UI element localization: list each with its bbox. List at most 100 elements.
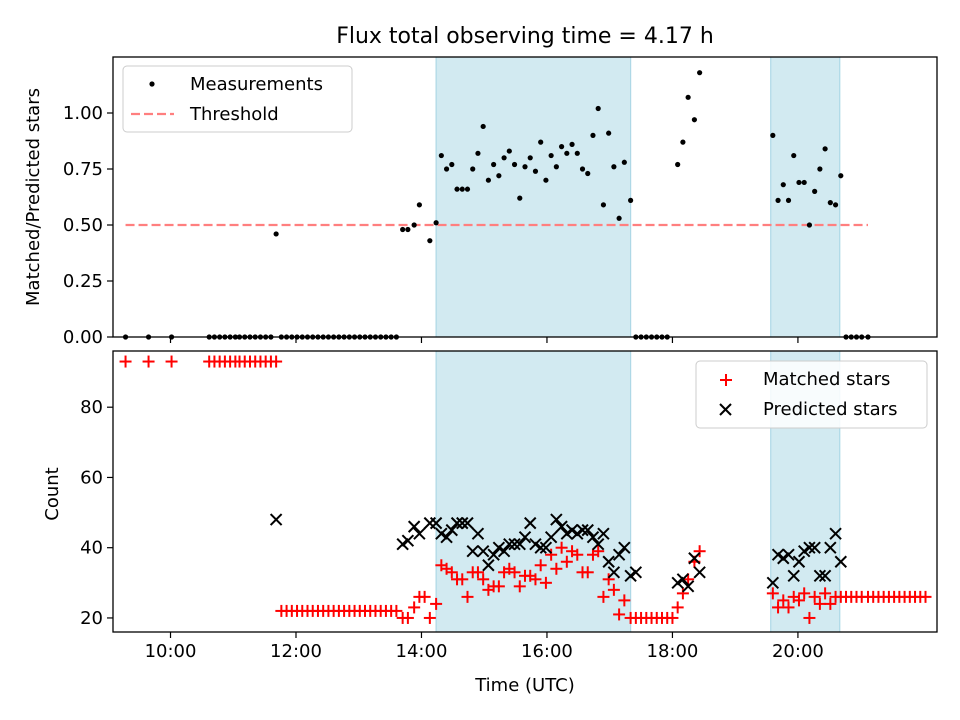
matched-point [477,573,490,586]
measurement-point [400,226,406,233]
measurement-point [780,182,786,188]
top-y-tick-label: 0.25 [63,271,103,292]
predicted-point [782,548,795,561]
bottom-predicted-points [269,513,848,593]
measurement-point [433,220,439,226]
matched-point [550,562,563,575]
predicted-point [766,576,780,590]
measurement-point [553,164,559,170]
shaded-interval-0 [436,351,631,632]
measurement-point [511,161,518,168]
matched-point [142,355,155,368]
matched-point [772,601,785,614]
predicted-point [524,516,537,530]
predicted-point [834,555,848,568]
measurement-point [438,152,444,159]
matched-point [560,555,573,568]
matched-point [798,587,811,600]
matched-point [456,573,469,586]
measurement-point [532,168,539,174]
legend-threshold-label: Threshold [189,104,279,125]
predicted-point [688,552,701,565]
predicted-point [413,527,426,540]
measurement-point [691,117,698,123]
measurement-point [543,177,549,183]
matched-point [545,548,558,561]
top-y-tick-label: 0.75 [63,159,103,180]
matched-point [676,587,689,600]
predicted-point [461,516,474,530]
measurement-point [812,188,818,194]
matched-point [430,597,443,610]
matched-point [819,587,832,600]
measurement-point [496,173,502,179]
measurement-point [470,166,476,172]
bottom-y-tick-label: 60 [80,467,103,488]
measurement-point [806,222,813,228]
measurement-point [628,197,634,203]
predicted-point [508,537,521,551]
matched-point [813,597,826,610]
predicted-point [681,580,695,593]
matched-point [824,597,837,610]
matched-point [119,355,132,368]
measurement-point [475,150,481,156]
bottom-matched-points [119,355,932,624]
matched-point [571,548,584,561]
matched-point [597,590,610,603]
matched-point [492,580,505,593]
predicted-point [591,537,605,551]
predicted-point [586,530,600,544]
measurement-point [443,166,450,172]
bottom-x-ticks: 10:00 12:00 14:00 16:00 18:00 20:00 [145,632,824,662]
matched-point [693,545,706,558]
predicted-point [550,513,563,526]
predicted-point [497,545,511,558]
predicted-point [450,516,464,530]
bottom-legend: Matched stars Predicted stars [695,360,928,429]
measurement-point [791,152,797,159]
predicted-point [544,530,558,544]
measurement-point [538,139,544,145]
top-y-axis-label: Matched/Predicted stars [23,88,44,306]
top-y-tick-label: 0.50 [63,215,103,236]
matched-point [408,601,421,614]
matched-point [471,566,484,579]
top-x-ticks [169,337,799,343]
top-shaded-intervals [435,57,841,337]
measurement-point [832,202,839,208]
measurement-point [590,132,596,138]
x-tick-label: 14:00 [396,641,448,662]
matched-point [508,566,521,579]
bottom-y-tick-label: 40 [80,538,103,559]
matched-point [792,594,805,607]
measurement-point [569,141,575,147]
measurement-point [464,186,471,192]
predicted-point [581,523,594,537]
bottom-y-axis-label: Count [42,467,63,520]
predicted-point [440,530,453,544]
matched-point [671,601,684,614]
measurement-point [697,70,703,76]
legend-matched-marker [720,374,732,386]
measurement-point [785,197,792,203]
predicted-point [407,520,421,533]
x-tick-label: 12:00 [270,641,322,662]
matched-point [782,601,795,614]
measurement-point [480,123,486,130]
matched-point [618,594,631,607]
measurement-point [685,94,691,100]
bottom-y-tick-label: 80 [80,397,103,418]
measurement-point [775,197,781,203]
legend-matched-label: Matched stars [763,369,890,390]
predicted-point [792,555,806,568]
matched-point [423,611,436,624]
matched-point [808,590,821,603]
top-y-tick-label: 1.00 [63,103,103,124]
predicted-point [466,545,479,558]
matched-point [418,590,431,603]
measurement-point [827,200,833,206]
matched-point [401,611,414,624]
matched-point [270,355,283,368]
